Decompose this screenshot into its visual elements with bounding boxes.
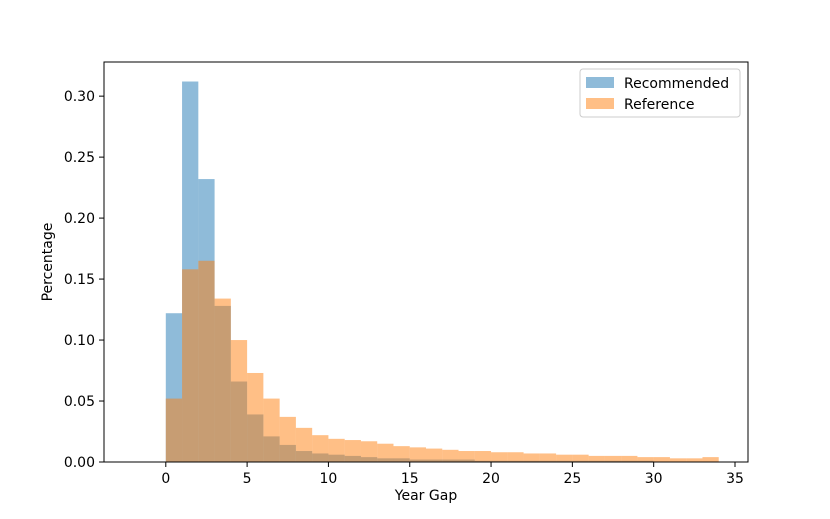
legend-label-recommended: Recommended	[624, 76, 729, 92]
x-tick-label: 35	[726, 471, 744, 487]
y-tick-label: 0.05	[64, 394, 95, 410]
y-tick-label: 0.25	[64, 150, 95, 166]
bar-reference	[556, 454, 573, 462]
bar-reference	[702, 457, 719, 462]
bar-reference	[539, 453, 557, 462]
bar-reference	[491, 452, 508, 462]
bar-reference	[507, 452, 524, 462]
bar-reference	[328, 438, 345, 462]
plot-frame	[103, 61, 749, 463]
bar-reference	[214, 298, 231, 462]
bar-reference	[604, 455, 622, 462]
x-tick-label: 20	[482, 471, 500, 487]
y-tick-label: 0.20	[64, 211, 95, 227]
bar-reference	[393, 446, 410, 462]
bar-reference	[247, 372, 264, 462]
bar-reference	[669, 458, 687, 462]
bars-layer	[165, 81, 719, 462]
y-tick-label: 0.30	[64, 89, 95, 105]
x-tick-label: 15	[401, 471, 419, 487]
legend: Recommended Reference	[579, 68, 741, 118]
bar-reference	[377, 443, 394, 462]
bar-reference	[572, 454, 589, 462]
legend-box	[579, 68, 741, 118]
bar-reference	[637, 457, 654, 462]
bar-reference	[360, 441, 378, 462]
legend-label-reference: Reference	[624, 97, 695, 113]
bar-reference	[230, 340, 248, 462]
x-axis-label: Year Gap	[394, 488, 458, 504]
x-tick-label: 25	[563, 471, 581, 487]
bar-reference	[295, 427, 313, 462]
bar-reference	[621, 455, 638, 462]
bar-reference	[182, 269, 199, 462]
bar-reference	[279, 416, 296, 462]
bar-reference	[263, 398, 280, 462]
y-tick-label: 0.15	[64, 272, 95, 288]
bar-reference	[198, 260, 215, 462]
bar-reference	[426, 448, 443, 462]
y-axis-label: Percentage	[40, 223, 56, 302]
bar-reference	[653, 457, 670, 462]
bar-reference	[588, 455, 605, 462]
legend-swatch-recommended	[586, 77, 614, 88]
ticks-layer: 0 5 10 15 20 25 30 35 0.00 0.05 0.10 0.15 0.20 0.25 0.…	[64, 89, 744, 487]
y-tick-label: 0.10	[64, 333, 95, 349]
x-tick-label: 5	[243, 471, 252, 487]
legend-swatch-reference	[586, 98, 614, 109]
bar-reference	[523, 453, 540, 462]
bar-reference	[409, 447, 426, 462]
bar-reference	[474, 451, 492, 462]
bar-reference	[165, 398, 183, 462]
x-tick-label: 30	[645, 471, 663, 487]
bar-reference	[442, 449, 459, 462]
x-tick-label: 0	[161, 471, 170, 487]
x-tick-label: 10	[320, 471, 338, 487]
y-tick-label: 0.00	[64, 455, 95, 471]
bar-reference	[686, 458, 703, 462]
bar-reference	[458, 451, 475, 462]
bar-reference	[312, 435, 329, 462]
bar-reference	[344, 440, 361, 462]
